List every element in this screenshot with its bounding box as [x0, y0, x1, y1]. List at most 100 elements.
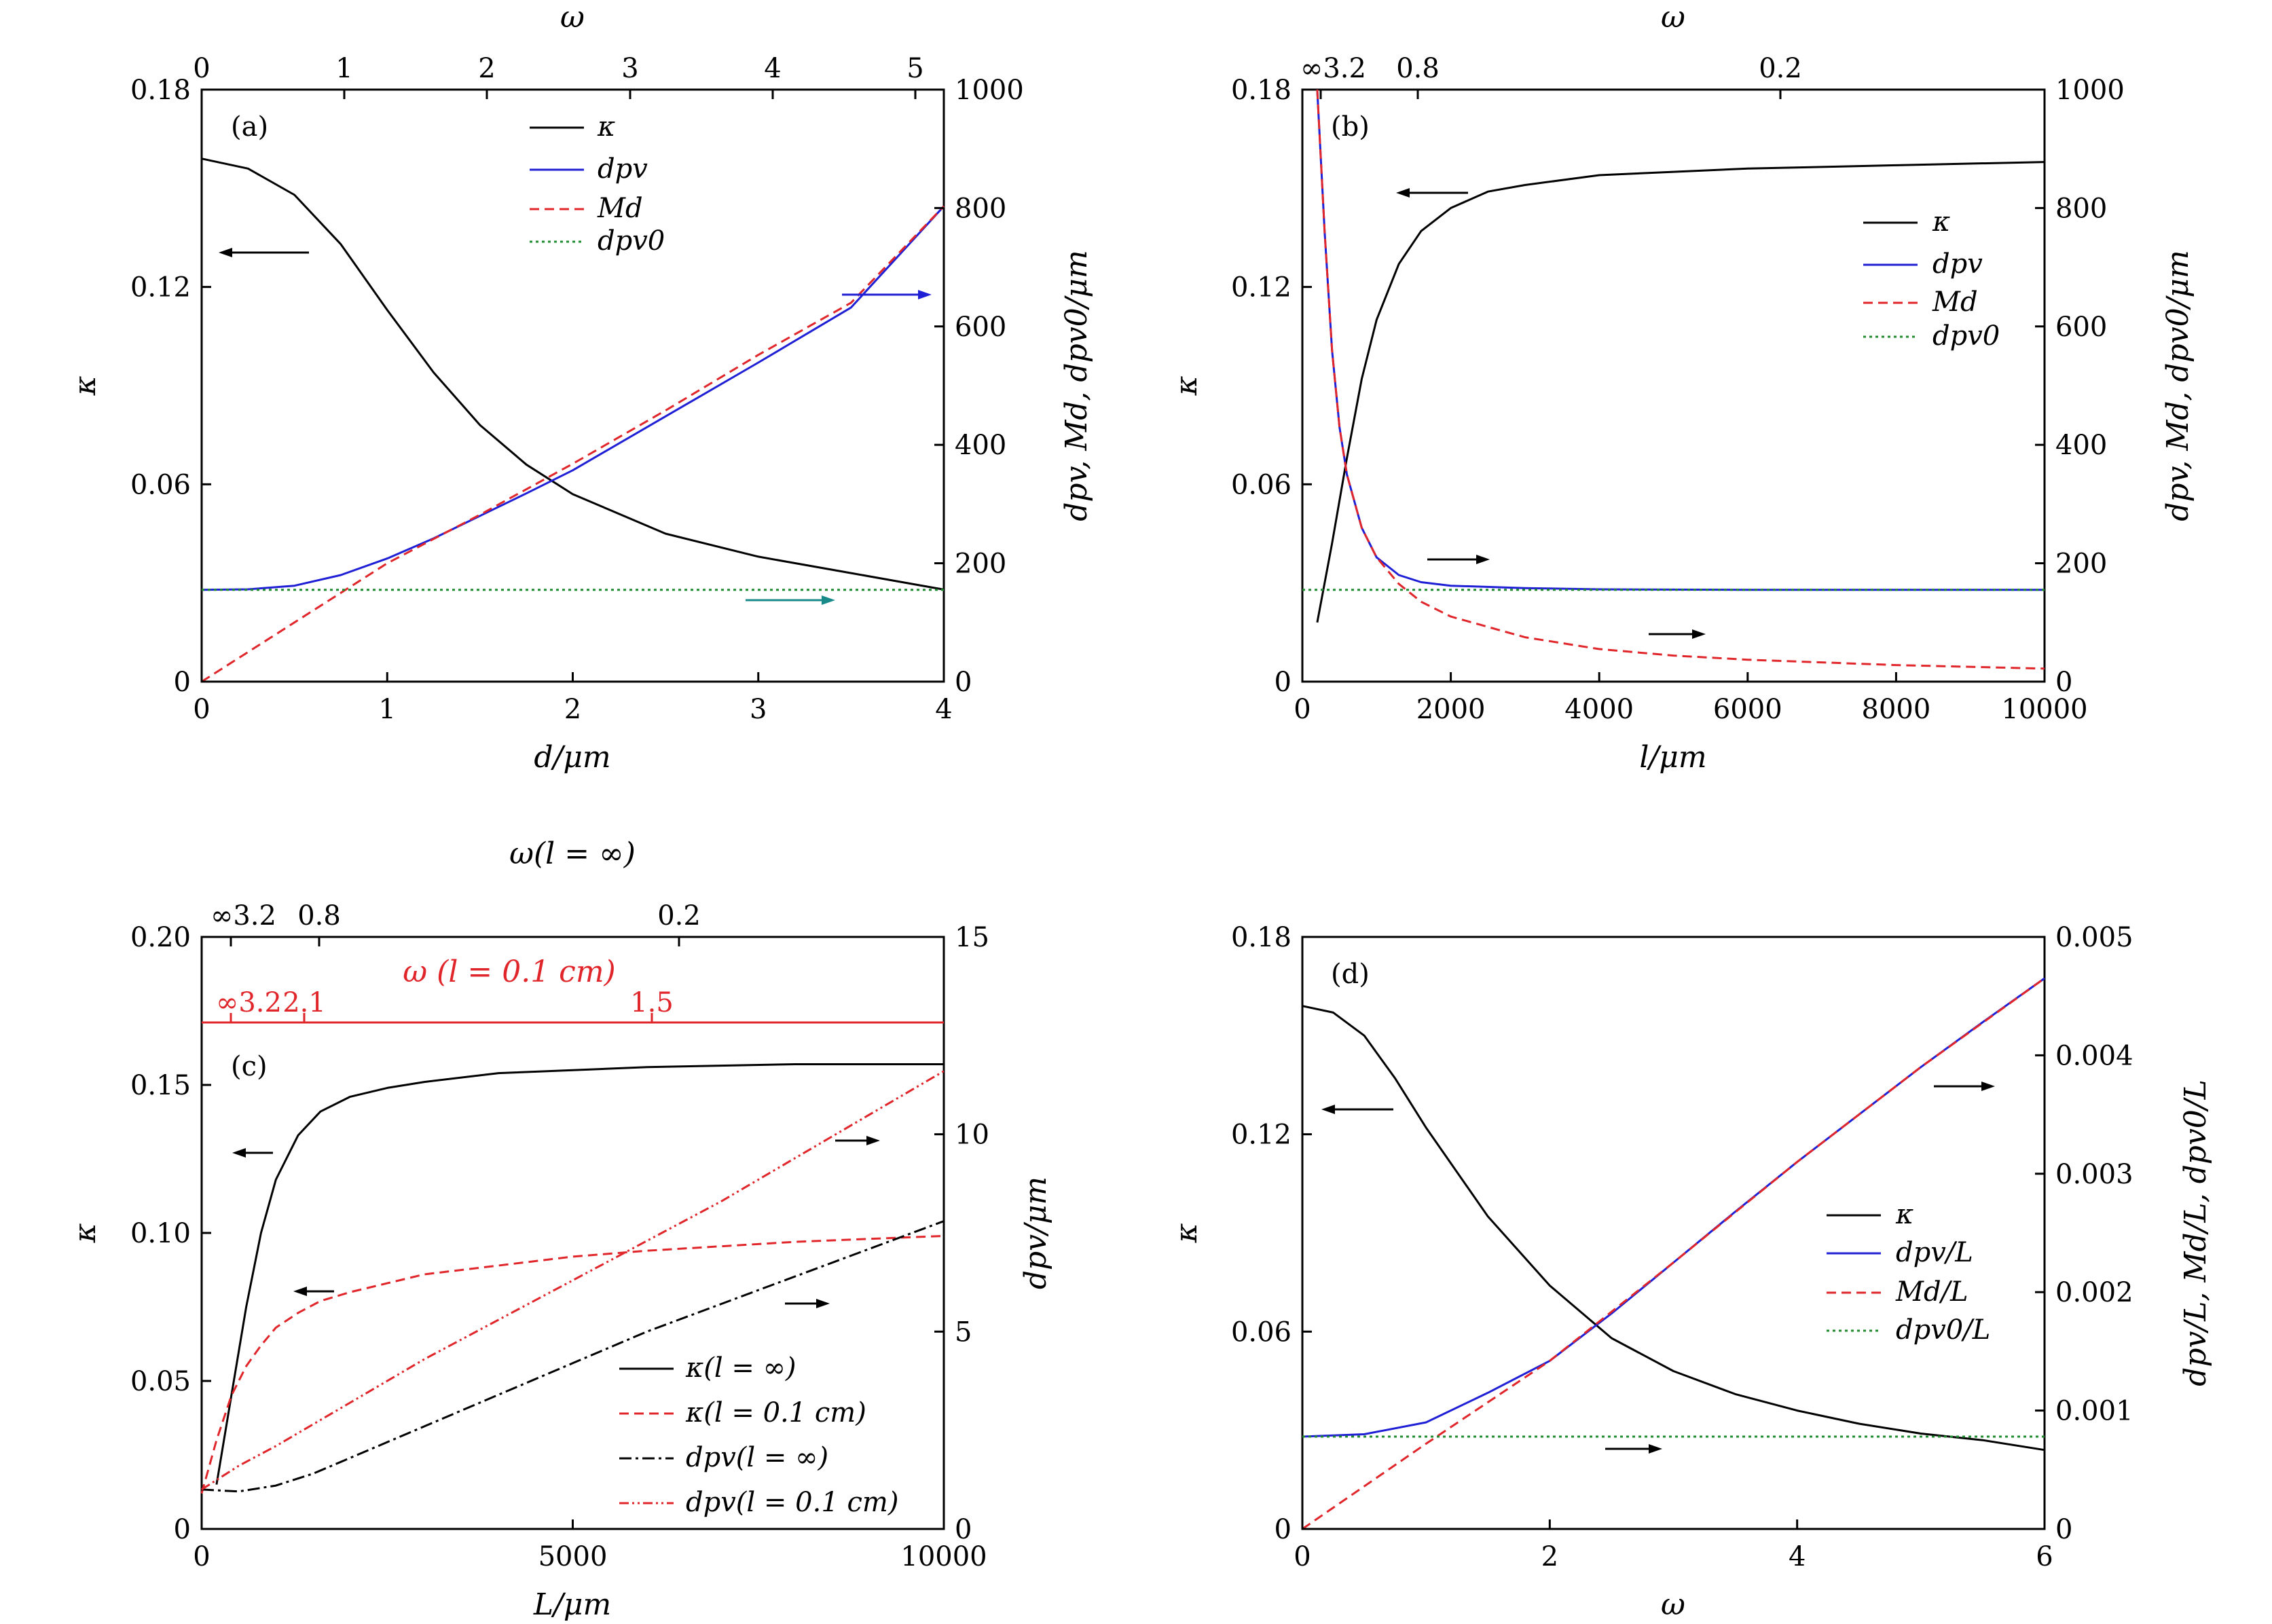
- arrow-right-dpv-inf-head: [816, 1299, 830, 1308]
- top-tick-label: 5: [906, 53, 923, 84]
- series-layer: [1302, 977, 2045, 1530]
- x-tick-label: 2: [564, 694, 581, 725]
- series-line-2: [1316, 89, 2045, 670]
- plot-frame: [1301, 88, 2046, 683]
- legend-label-md: Md: [597, 193, 643, 224]
- legend-label-dpv-inf: dpv(l = ∞): [686, 1442, 828, 1473]
- ticks-layer: 0 2000 4000 6000 8000 1000000.060.120.1802004…: [1231, 53, 2125, 725]
- arrow-left-kappa-head: [1396, 188, 1410, 198]
- y-right-tick-label: 0: [2055, 667, 2072, 698]
- x-tick-label: 5000: [538, 1541, 608, 1572]
- top-tick-label: ∞3.2: [210, 900, 276, 931]
- arrow-right-dpv0-head: [1649, 1444, 1662, 1454]
- series-line-2: [201, 205, 945, 683]
- x-tick-label: 3: [750, 694, 767, 725]
- x-axis-title: ω: [1661, 1587, 1685, 1622]
- indicator-arrows: [232, 1136, 880, 1308]
- panel-label: (d): [1331, 959, 1370, 990]
- x-tick-label: 0: [193, 1541, 210, 1572]
- legend: κ dpv Md dpv0: [1863, 206, 2000, 352]
- x-tick-label: 4000: [1564, 694, 1634, 725]
- top-tick-label: 1: [335, 53, 352, 84]
- y-left-tick-label: 0.12: [1231, 272, 1291, 303]
- y-right-tick-label: 600: [955, 312, 1006, 343]
- y-right-tick-label: 400: [955, 430, 1006, 461]
- y-left-tick-label: 0.06: [130, 469, 191, 500]
- y-right-tick-label: 0.002: [2055, 1277, 2133, 1308]
- arrow-right-dpv-head: [1476, 555, 1490, 564]
- y-right-axis-title: dpv/μm: [1019, 1177, 1053, 1289]
- y-right-tick-label: 1000: [2055, 75, 2125, 106]
- y-left-tick-label: 0.10: [130, 1218, 191, 1249]
- y-right-tick-label: 0: [2055, 1514, 2072, 1545]
- y-right-tick-label: 0.001: [2055, 1396, 2133, 1427]
- y-right-tick-label: 0.004: [2055, 1040, 2133, 1071]
- x-tick-label: 4: [1789, 1541, 1806, 1572]
- legend-label-kappa: κ: [597, 111, 615, 143]
- top-tick-label: 0: [193, 53, 210, 84]
- legend-label-dpv0: dpv0: [1932, 320, 2000, 352]
- y-right-tick-label: 0.003: [2055, 1159, 2133, 1190]
- top-tick-label: ∞3.2: [1300, 53, 1366, 84]
- x-tick-label: 0: [1294, 1541, 1311, 1572]
- y-left-tick-label: 0.12: [130, 272, 191, 303]
- x-tick-label: 4: [935, 694, 952, 725]
- series-line-0: [1302, 1005, 2045, 1452]
- y-right-tick-label: 800: [2055, 193, 2107, 224]
- x-tick-label: 0: [1294, 694, 1311, 725]
- y-right-tick-label: 600: [2055, 312, 2107, 343]
- x-tick-label: 6000: [1713, 694, 1782, 725]
- x-tick-label: 6: [2036, 1541, 2053, 1572]
- series-line-2: [1302, 977, 2045, 1530]
- top-axis-title: ω: [560, 0, 585, 35]
- x-axis-title: L/μm: [533, 1587, 611, 1622]
- x-tick-label: 1: [379, 694, 396, 725]
- x-axis-title: l/μm: [1639, 740, 1706, 775]
- inner-axis-title: ω (l = 0.1 cm): [403, 955, 615, 989]
- plot-frame: [200, 88, 945, 683]
- legend: κ dpv Md dpv0: [530, 111, 665, 257]
- arrow-right-dpv-head: [918, 290, 932, 299]
- y-right-tick-label: 400: [2055, 430, 2107, 461]
- y-left-axis-title: κ: [68, 1223, 103, 1243]
- y-left-tick-label: 0.12: [1231, 1120, 1291, 1151]
- top-tick-label: 0.8: [297, 900, 341, 931]
- x-tick-label: 10000: [2001, 694, 2087, 725]
- y-left-axis-title: κ: [1169, 1223, 1204, 1243]
- y-right-tick-label: 15: [955, 922, 989, 953]
- plot-frame: [1301, 936, 2046, 1530]
- series-line-1: [201, 205, 945, 591]
- legend-label-md: Md/L: [1895, 1276, 1968, 1308]
- y-left-tick-label: 0.18: [1231, 75, 1291, 106]
- y-left-tick-label: 0.18: [1231, 922, 1291, 953]
- y-left-axis-title: κ: [1169, 375, 1204, 396]
- legend-label-kappa-01: κ(l = 0.1 cm): [685, 1397, 866, 1428]
- arrow-left-kappa-head: [1321, 1105, 1335, 1114]
- ticks-layer: 0 2 4 600.060.120.1800.0010.0020.0030.0040.…: [1231, 922, 2133, 1572]
- series-layer: [201, 158, 945, 683]
- inner-tick-label: 2.1: [282, 987, 326, 1018]
- top-axis-title: ω: [1661, 0, 1685, 35]
- y-left-tick-label: 0.06: [1231, 469, 1291, 500]
- top-tick-label: 0.8: [1396, 53, 1440, 84]
- panel-b: 0 2000 4000 6000 8000 1000000.060.120.1802004…: [1169, 0, 2195, 775]
- y-right-tick-label: 1000: [955, 75, 1024, 106]
- arrow-left-kappa-01-head: [293, 1287, 307, 1296]
- legend-label-dpv0: dpv0: [598, 225, 665, 257]
- x-axis-title: d/μm: [534, 740, 610, 775]
- x-tick-label: 2000: [1416, 694, 1486, 725]
- inner-tick-label: ∞3.2: [216, 987, 282, 1018]
- top-axis-title: ω(l = ∞): [509, 836, 636, 871]
- series-layer: [1302, 89, 2045, 670]
- top-tick-label: 2: [478, 53, 495, 84]
- y-left-tick-label: 0.05: [130, 1366, 191, 1397]
- y-right-tick-label: 10: [955, 1120, 989, 1151]
- y-left-tick-label: 0.20: [130, 922, 191, 953]
- series-line-3: [201, 1070, 945, 1491]
- series-layer: [200, 1063, 945, 1494]
- y-left-axis-title: κ: [68, 375, 103, 396]
